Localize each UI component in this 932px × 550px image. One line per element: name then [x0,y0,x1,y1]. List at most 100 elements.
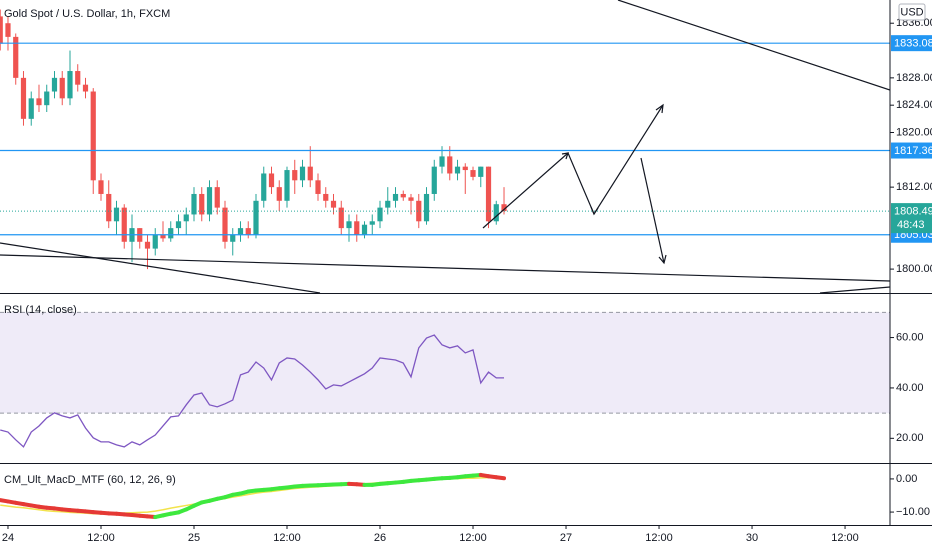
candle-body [307,166,313,181]
trendline [617,0,890,91]
candle-body [121,207,127,242]
candle-body [199,193,205,215]
last-price-box [891,203,932,234]
panes [0,9,890,520]
macd-title: CM_Ult_MacD_MTF (60, 12, 26, 9) [4,474,176,486]
candle-body [175,221,182,229]
x-tick-label: 24 [2,532,14,544]
candle-body [485,166,492,222]
candle-body [493,204,499,222]
candle-body [423,193,430,222]
candle-body [98,180,104,194]
candle-body [462,166,468,171]
candle-body [113,207,120,222]
candle-body [82,84,89,92]
chart-title: Gold Spot / U.S. Dollar, 1h, FXCM [4,8,170,20]
x-tick-label: 30 [746,532,758,544]
candle-body [478,166,484,177]
candle-body [284,170,290,201]
candle-body [261,173,267,201]
arrow-head [561,152,569,160]
candle-body [222,207,228,242]
candle-body [206,187,213,215]
candle-body [67,71,73,99]
candle-body [160,234,166,239]
candle-body [0,16,3,44]
candle-body [168,228,174,239]
candle-body [346,221,352,229]
candle-body [416,200,422,222]
candle-body [369,221,375,225]
price-line-label: 1833.08 [894,38,932,50]
candle-body [276,187,282,201]
candle-body [144,241,151,249]
candle-body [400,193,406,198]
candle-body [237,228,244,235]
y-tick-label: 60.00 [896,331,924,343]
y-tick-label: 1812.00 [896,181,932,193]
candle-body [501,204,507,212]
x-tick-label: 12:00 [831,532,859,544]
candle-body [28,98,34,119]
candle-body [36,98,42,106]
candles [0,9,890,270]
price-line-label-box [891,142,932,159]
drawings [0,0,890,293]
candle-body [315,180,321,194]
y-tick-label: 20.00 [896,432,924,444]
candle-body [44,91,50,106]
candle-body [292,170,298,181]
candle-body [245,228,251,235]
arrow-head [658,254,667,265]
candle-body [431,166,437,194]
x-tick-label: 12:00 [87,532,115,544]
candle-body [75,71,81,85]
candle-body [392,193,399,201]
candle-body [454,166,461,174]
candle-body [377,207,383,222]
candle-body [191,193,197,215]
candle-body [5,23,11,37]
trendline [0,254,890,282]
y-tick-label: 1820.00 [896,126,932,138]
x-tick-label: 12:00 [459,532,487,544]
candle-body [439,156,445,167]
trendline [819,286,890,293]
candle-body [253,200,259,235]
candle-body [214,187,220,208]
candle-body [447,156,453,174]
candle-body [106,193,112,222]
candle-body [323,193,329,201]
candle-body [361,224,368,235]
candle-body [354,221,360,235]
y-tick-label: 1800.00 [896,263,932,275]
rsi-line [0,334,505,448]
price-line-label-box [891,35,932,52]
x-tick-label: 12:00 [645,532,673,544]
y-tick-label: −10.00 [896,506,930,518]
currency-box[interactable] [898,3,926,21]
arrow-head [590,206,599,216]
x-tick-label: 12:00 [273,532,301,544]
last-price-label: 1808.49 [894,206,932,218]
currency[interactable]: USD [900,6,923,18]
candle-body [470,170,476,177]
candle-body [385,200,391,208]
candle-body [299,166,306,181]
projection-path [640,157,665,264]
y-tick-label: 1824.00 [896,99,932,111]
candle-body [183,214,189,222]
candle-body [408,197,414,201]
rsi-band [0,312,890,414]
candle-body [20,77,27,119]
y-tick-label: 40.00 [896,382,924,394]
candle-body [152,234,158,249]
x-tick-label: 26 [374,532,386,544]
candle-body [13,36,19,78]
projection-path [482,104,664,229]
macd-segment [494,475,507,481]
candle-body [338,207,344,229]
